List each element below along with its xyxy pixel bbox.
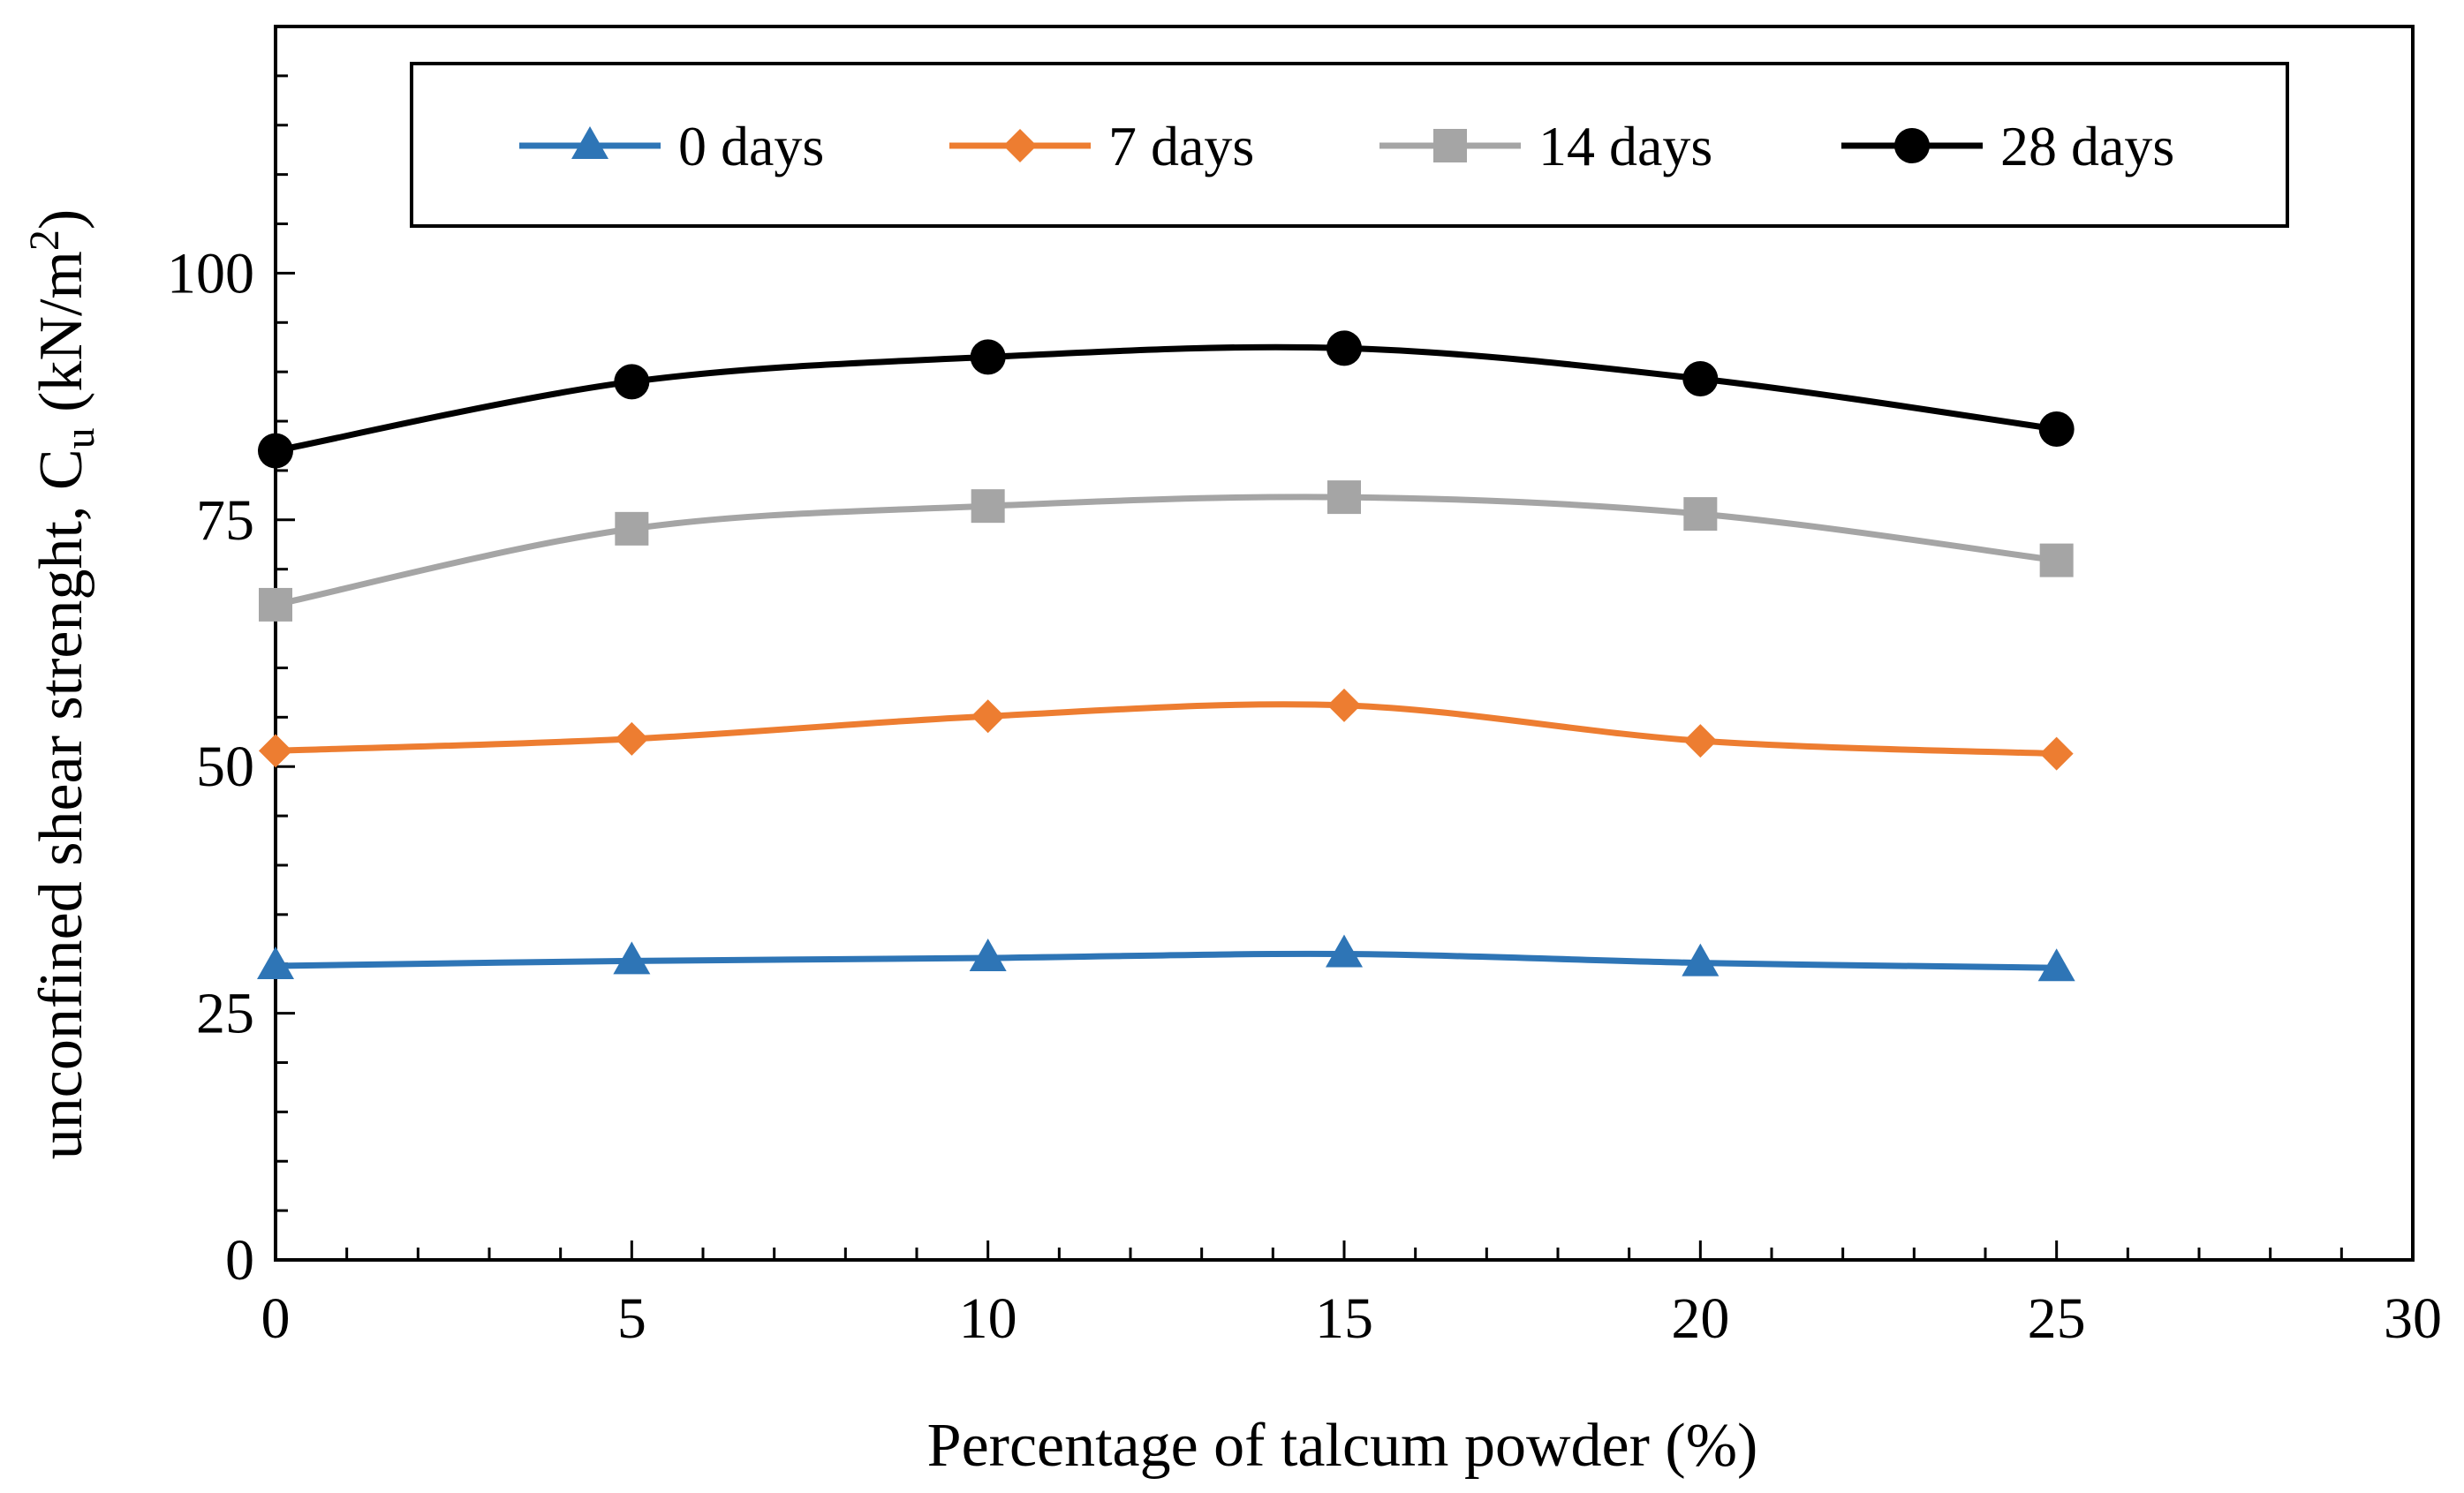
- data-point: [2037, 948, 2075, 982]
- legend-entry: 28 days: [1841, 115, 2174, 177]
- y-tick-label: 75: [196, 488, 254, 553]
- x-tick-label: 30: [2384, 1286, 2442, 1351]
- data-point: [257, 946, 294, 979]
- legend-label: 28 days: [2000, 115, 2174, 177]
- y-axis-title-superscript: 2: [21, 230, 68, 251]
- y-tick-label: 0: [225, 1228, 254, 1293]
- data-point: [2039, 543, 2074, 577]
- data-point: [969, 939, 1007, 972]
- x-tick-label: 0: [261, 1286, 291, 1351]
- data-point: [259, 734, 292, 768]
- data-point: [971, 699, 1005, 734]
- y-axis-title-unit: (kN/m: [27, 251, 95, 427]
- legend-marker: [1433, 129, 1467, 162]
- data-point: [614, 364, 650, 400]
- x-axis-title: Percentage of talcum powder (%): [927, 1412, 1758, 1480]
- series-28-days: [258, 330, 2075, 469]
- legend-marker: [1894, 128, 1930, 163]
- series-line: [275, 494, 2058, 608]
- data-point: [1326, 330, 1362, 366]
- y-tick-label: 50: [196, 735, 254, 799]
- data-point: [1682, 360, 1719, 396]
- y-axis-title-subscript: u: [57, 427, 103, 449]
- legend-entry: 0 days: [519, 115, 824, 177]
- data-point: [2038, 411, 2075, 447]
- data-point: [615, 511, 649, 546]
- series-7-days: [259, 688, 2074, 771]
- series-0-days: [257, 934, 2075, 982]
- y-axis-title-main: unconfined shear strenght, C: [27, 449, 95, 1159]
- legend-marker: [571, 126, 608, 159]
- series-layer: [257, 330, 2075, 982]
- data-point: [971, 489, 1005, 524]
- data-point: [2039, 736, 2074, 771]
- data-point: [615, 721, 649, 756]
- data-point: [1327, 688, 1361, 722]
- data-point: [1683, 724, 1718, 758]
- x-tick-label: 15: [1315, 1286, 1373, 1351]
- data-point: [613, 941, 651, 975]
- x-tick-label: 25: [2028, 1286, 2086, 1351]
- data-point: [970, 339, 1006, 375]
- legend-marker: [1003, 129, 1037, 162]
- data-point: [1326, 934, 1363, 968]
- series-line: [275, 950, 2057, 971]
- data-point: [1327, 480, 1361, 515]
- legend-label: 0 days: [678, 115, 824, 177]
- x-tick-label: 5: [617, 1286, 646, 1351]
- legend-entry: 14 days: [1379, 115, 1712, 177]
- y-axis-title: unconfined shear strenght, Cu (kN/m2): [21, 209, 103, 1159]
- legend-label: 7 days: [1108, 115, 1254, 177]
- legend: 0 days 7 days 14 days 28 days: [410, 62, 2289, 228]
- data-point: [258, 433, 293, 469]
- x-tick-label: 10: [959, 1286, 1017, 1351]
- series-line: [275, 343, 2058, 455]
- legend-label: 14 days: [1538, 115, 1712, 177]
- x-tick-label: 20: [1671, 1286, 1729, 1351]
- series-14-days: [259, 480, 2074, 622]
- y-axis-title-unit-close: ): [27, 209, 95, 230]
- series-line: [275, 701, 2057, 758]
- plot-axes: 0 5 10 15 20 25 30 0 25 50 75 100: [167, 25, 2442, 1351]
- data-point: [1683, 497, 1718, 532]
- legend-entry: 7 days: [949, 115, 1254, 177]
- y-tick-label: 25: [196, 982, 254, 1046]
- data-point: [1682, 943, 1720, 976]
- y-tick-label: 100: [167, 241, 254, 305]
- data-point: [259, 587, 292, 622]
